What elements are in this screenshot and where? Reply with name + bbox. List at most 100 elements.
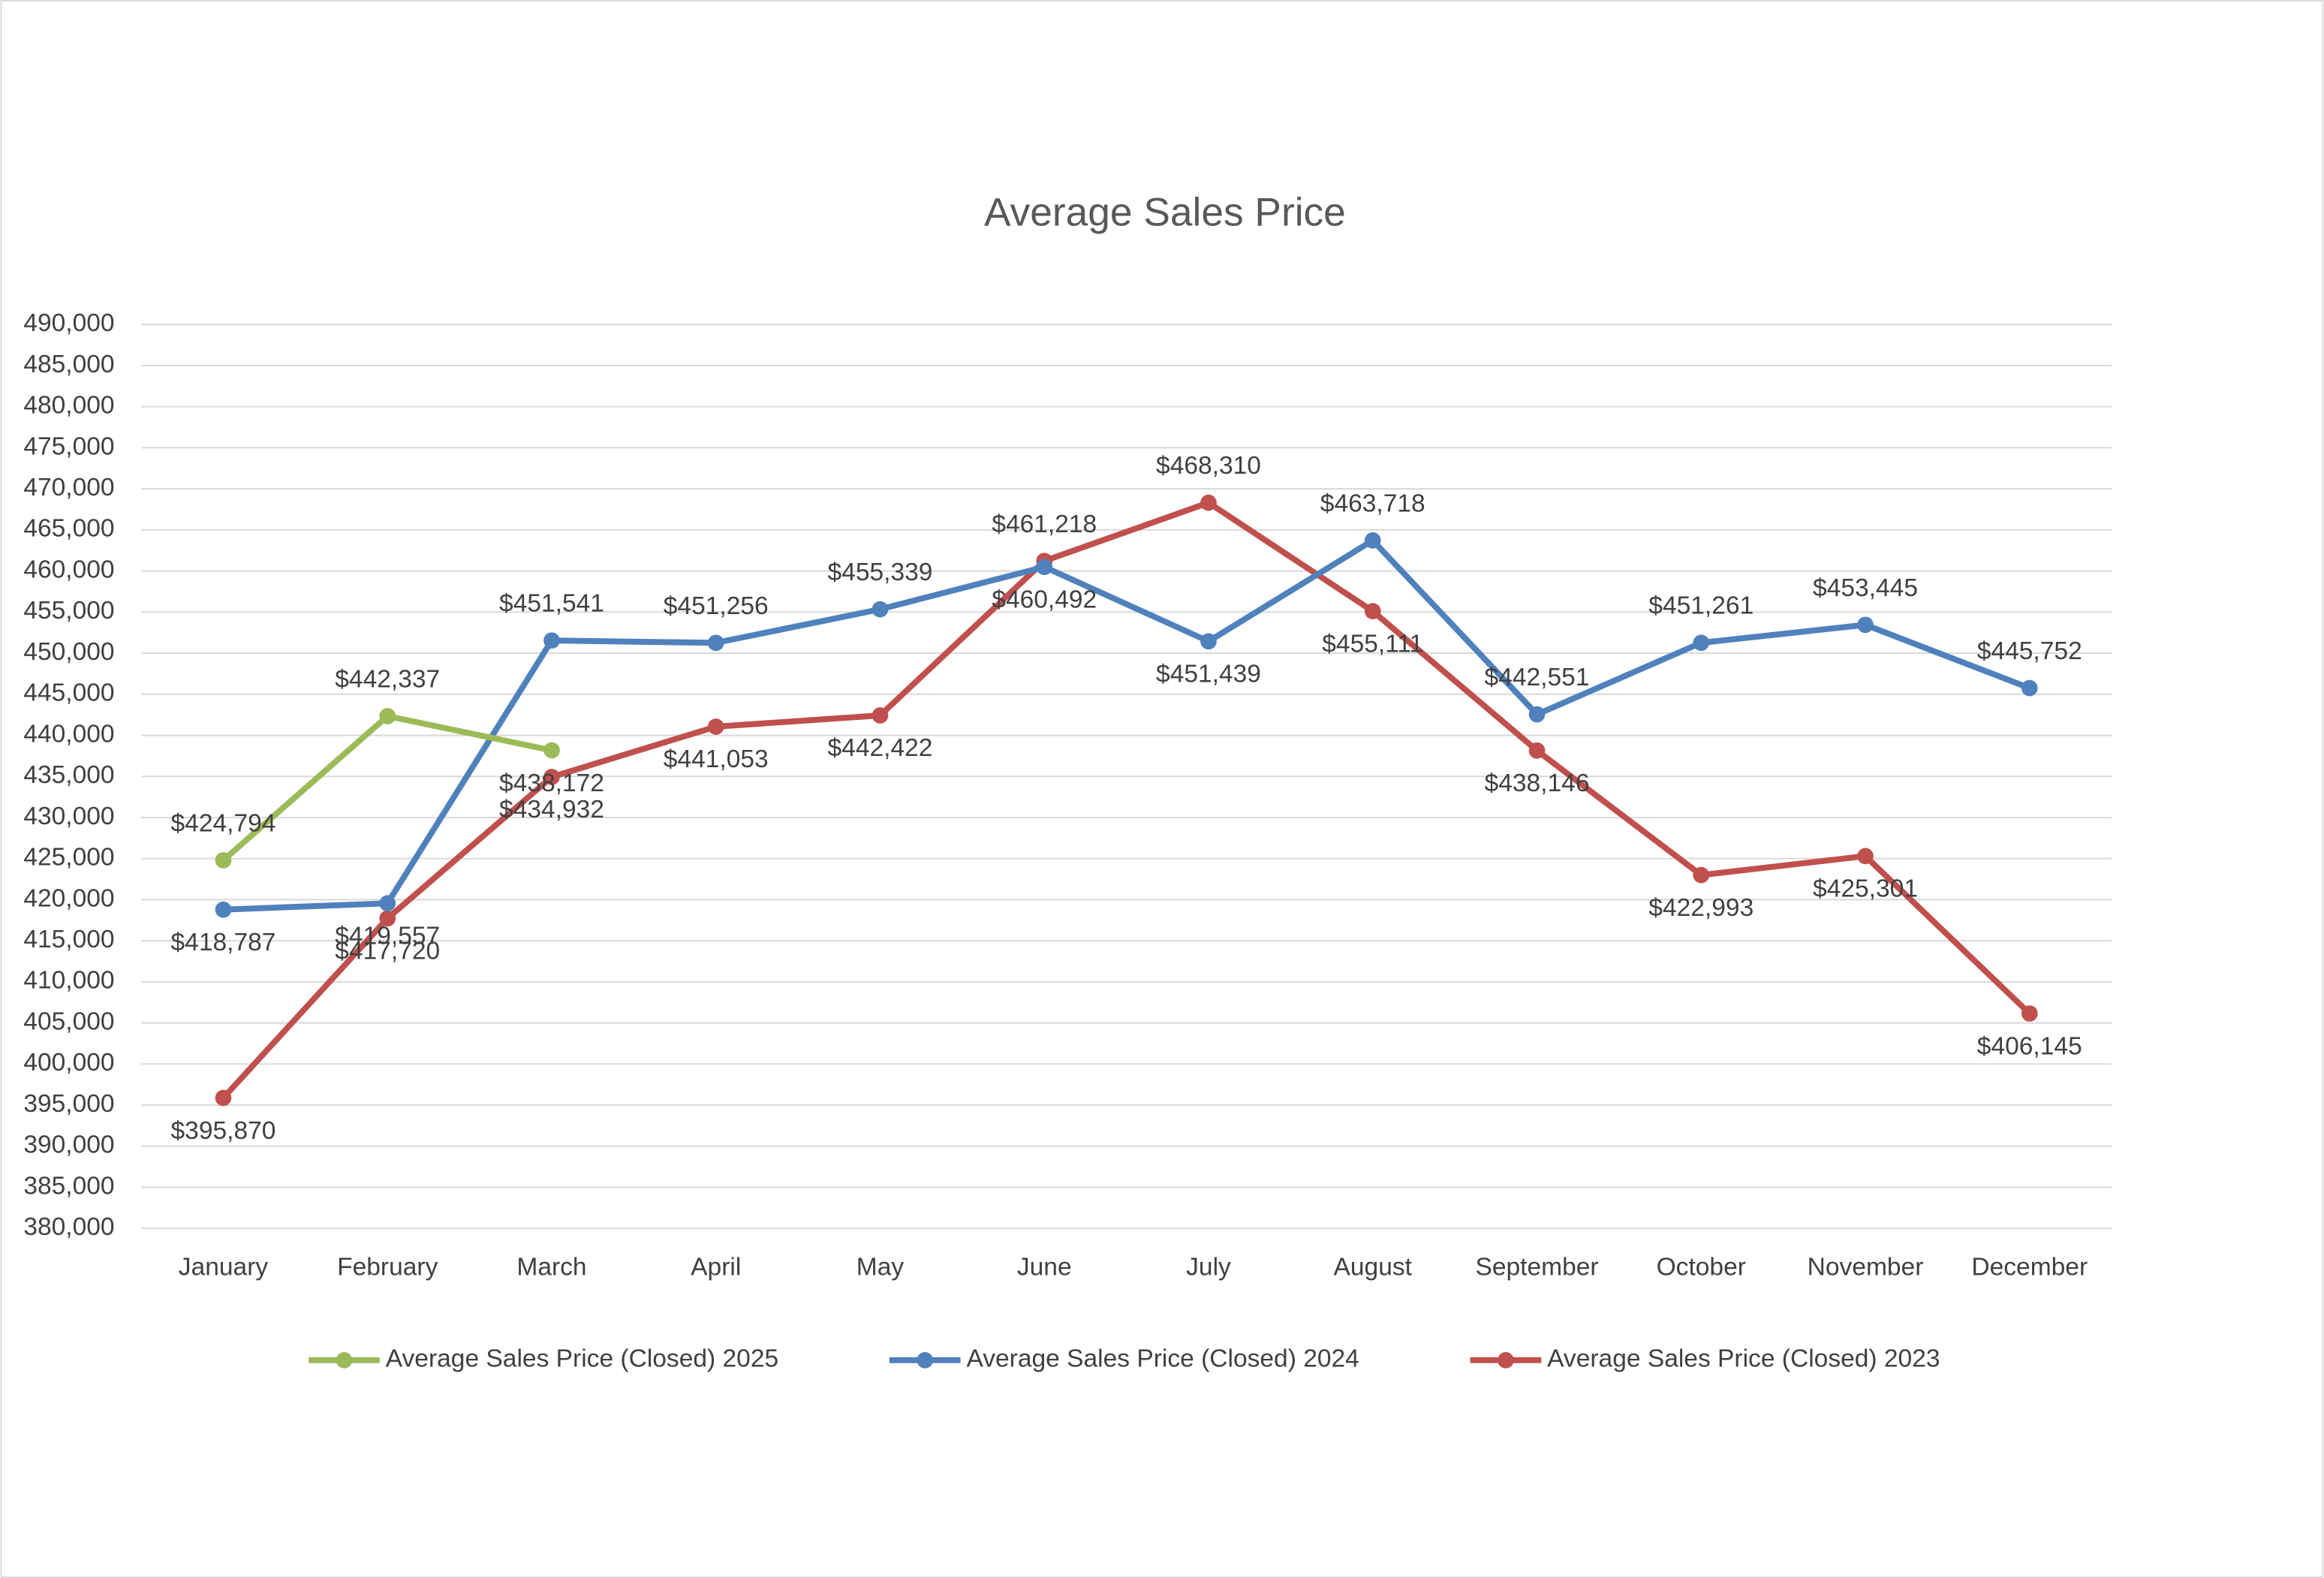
y-tick-label: 405,000 bbox=[23, 1007, 114, 1035]
data-label: $451,541 bbox=[499, 590, 604, 618]
y-tick-label: 400,000 bbox=[23, 1049, 114, 1077]
data-point bbox=[2021, 679, 2038, 697]
data-label: $461,218 bbox=[992, 510, 1097, 538]
y-tick-label: 390,000 bbox=[23, 1131, 114, 1159]
data-point bbox=[1200, 633, 1217, 650]
data-point bbox=[872, 601, 889, 618]
data-point bbox=[215, 901, 232, 918]
y-tick-label: 470,000 bbox=[23, 474, 114, 501]
y-tick-label: 480,000 bbox=[23, 392, 114, 420]
data-point bbox=[379, 708, 396, 724]
data-label: $451,261 bbox=[1648, 592, 1754, 620]
x-tick-label: June bbox=[1017, 1253, 1072, 1281]
data-point bbox=[1857, 848, 1874, 865]
data-label: $442,551 bbox=[1485, 664, 1590, 691]
data-label: $442,422 bbox=[828, 734, 933, 762]
x-tick-label: April bbox=[691, 1253, 741, 1281]
data-label: $453,445 bbox=[1813, 574, 1918, 602]
series-line bbox=[220, 537, 2033, 913]
data-label: $455,339 bbox=[828, 559, 933, 586]
data-label: $455,111 bbox=[1322, 630, 1423, 658]
y-tick-label: 460,000 bbox=[23, 556, 114, 583]
series-line bbox=[220, 499, 2033, 1101]
data-label: $468,310 bbox=[1156, 452, 1261, 480]
x-tick-label: January bbox=[179, 1253, 269, 1281]
y-tick-label: 430,000 bbox=[23, 803, 114, 830]
data-label: $442,337 bbox=[335, 665, 440, 693]
y-tick-label: 485,000 bbox=[23, 351, 114, 378]
data-label: $418,787 bbox=[171, 929, 276, 956]
legend-label: Average Sales Price (Closed) 2025 bbox=[386, 1345, 778, 1373]
data-label: $451,256 bbox=[664, 592, 769, 620]
y-tick-label: 455,000 bbox=[23, 597, 114, 625]
y-tick-label: 490,000 bbox=[23, 309, 114, 337]
data-point bbox=[1693, 866, 1710, 884]
x-tick-label: December bbox=[1971, 1253, 2088, 1281]
data-label: $451,439 bbox=[1156, 661, 1261, 688]
y-tick-label: 445,000 bbox=[23, 679, 114, 707]
x-tick-label: September bbox=[1475, 1253, 1598, 1281]
data-label: $438,146 bbox=[1485, 769, 1590, 797]
x-tick-label: November bbox=[1808, 1253, 1924, 1281]
legend-label: Average Sales Price (Closed) 2024 bbox=[966, 1345, 1359, 1373]
data-point bbox=[1364, 603, 1381, 619]
y-tick-label: 380,000 bbox=[23, 1213, 114, 1241]
data-point bbox=[1200, 494, 1217, 511]
data-label: $395,870 bbox=[171, 1117, 276, 1145]
data-point bbox=[1036, 559, 1053, 576]
data-label: $417,720 bbox=[335, 938, 440, 965]
y-tick-label: 475,000 bbox=[23, 432, 114, 460]
x-tick-label: October bbox=[1657, 1253, 1746, 1281]
data-point bbox=[543, 742, 560, 759]
data-point bbox=[543, 632, 560, 649]
data-label: $463,718 bbox=[1320, 489, 1425, 517]
chart-title: Average Sales Price bbox=[984, 190, 1346, 234]
data-point bbox=[1857, 616, 1874, 634]
data-label: $419,557 bbox=[335, 923, 440, 950]
x-tick-label: February bbox=[337, 1253, 438, 1281]
legend-marker bbox=[917, 1352, 934, 1369]
legend-marker bbox=[1498, 1352, 1514, 1369]
data-label: $441,053 bbox=[664, 745, 769, 773]
data-label: $424,794 bbox=[171, 809, 276, 837]
y-tick-label: 420,000 bbox=[23, 884, 114, 912]
data-point bbox=[1364, 532, 1381, 549]
data-point bbox=[1528, 706, 1546, 723]
data-point bbox=[379, 910, 396, 927]
legend-marker bbox=[336, 1352, 353, 1369]
legend-label: Average Sales Price (Closed) 2023 bbox=[1547, 1345, 1940, 1373]
y-tick-label: 435,000 bbox=[23, 761, 114, 789]
y-tick-label: 385,000 bbox=[23, 1172, 114, 1200]
data-point bbox=[543, 769, 560, 785]
data-point bbox=[215, 852, 232, 869]
data-label: $422,993 bbox=[1648, 894, 1754, 922]
x-tick-label: July bbox=[1186, 1253, 1231, 1281]
y-tick-label: 440,000 bbox=[23, 720, 114, 748]
data-label: $438,172 bbox=[499, 769, 604, 797]
data-label: $406,145 bbox=[1977, 1032, 2082, 1060]
data-point bbox=[707, 718, 724, 735]
data-point bbox=[1693, 634, 1710, 652]
y-tick-label: 450,000 bbox=[23, 638, 114, 666]
data-point bbox=[707, 634, 724, 652]
y-tick-label: 395,000 bbox=[23, 1090, 114, 1118]
x-tick-label: May bbox=[856, 1253, 905, 1281]
y-tick-label: 465,000 bbox=[23, 515, 114, 543]
x-tick-label: August bbox=[1334, 1253, 1413, 1281]
y-tick-label: 415,000 bbox=[23, 926, 114, 953]
data-point bbox=[872, 707, 889, 724]
data-label: $445,752 bbox=[1977, 637, 2082, 665]
data-label: $434,932 bbox=[499, 796, 604, 824]
x-tick-label: March bbox=[516, 1253, 586, 1281]
data-point bbox=[2021, 1005, 2038, 1022]
data-label: $460,492 bbox=[992, 586, 1097, 613]
data-point bbox=[215, 1089, 232, 1107]
data-point bbox=[379, 895, 396, 912]
data-label: $425,301 bbox=[1813, 875, 1918, 903]
y-tick-label: 410,000 bbox=[23, 967, 114, 995]
y-tick-label: 425,000 bbox=[23, 844, 114, 872]
data-point bbox=[1528, 742, 1546, 759]
